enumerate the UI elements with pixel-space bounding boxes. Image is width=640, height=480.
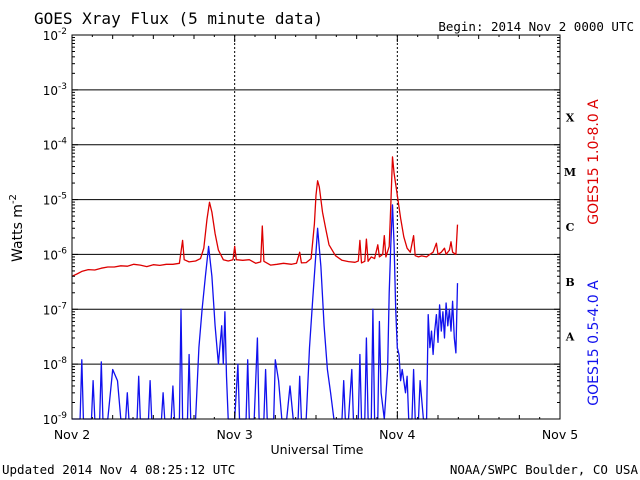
updated-timestamp: Updated 2014 Nov 4 08:25:12 UTC: [2, 462, 235, 477]
flare-class-label: X: [566, 111, 575, 124]
begin-time: Begin: 2014 Nov 2 0000 UTC: [438, 19, 634, 34]
x-tick-label: Nov 5: [542, 427, 578, 442]
y-tick-label: 10-4: [43, 137, 68, 153]
y-tick-label: 10-5: [43, 192, 67, 208]
x-tick-label: Nov 3: [217, 427, 253, 442]
legend-short-series: GOES15 0.5-4.0 A: [586, 280, 602, 406]
flare-class-label: B: [565, 276, 574, 289]
y-tick-label: 10-2: [43, 27, 67, 43]
y-tick-label: 10-8: [43, 356, 68, 372]
flare-class-label: M: [564, 166, 576, 179]
chart-title: GOES Xray Flux (5 minute data): [34, 9, 323, 28]
y-tick-label: 10-6: [43, 246, 68, 262]
legend-long-series: GOES15 1.0-8.0 A: [586, 99, 602, 225]
flare-class-label: A: [565, 331, 575, 344]
credit-text: NOAA/SWPC Boulder, CO USA: [450, 462, 639, 477]
y-tick-labels: 10-9 10-8 10-7 10-6 10-5 10-4 10-3 10-2: [43, 27, 68, 427]
x-tick-labels: Nov 2 Nov 3 Nov 4 Nov 5: [54, 427, 578, 442]
x-tick-label: Nov 2: [54, 427, 90, 442]
grid-lines: [72, 35, 560, 419]
flare-class-label: C: [566, 221, 575, 234]
y-tick-label: 10-3: [43, 82, 67, 98]
data-series: [71, 156, 459, 420]
flare-class-labels: X M C B A: [564, 111, 576, 343]
plot-frame: [71, 34, 561, 420]
x-axis-label: Universal Time: [271, 442, 364, 457]
axes: [71, 34, 561, 420]
y-axis-label: Watts m-2: [8, 194, 26, 262]
y-tick-label: 10-7: [43, 301, 67, 317]
x-tick-label: Nov 4: [379, 427, 415, 442]
series-line-short: [72, 204, 459, 420]
y-tick-label: 10-9: [43, 411, 68, 427]
series-line-long: [71, 156, 459, 277]
